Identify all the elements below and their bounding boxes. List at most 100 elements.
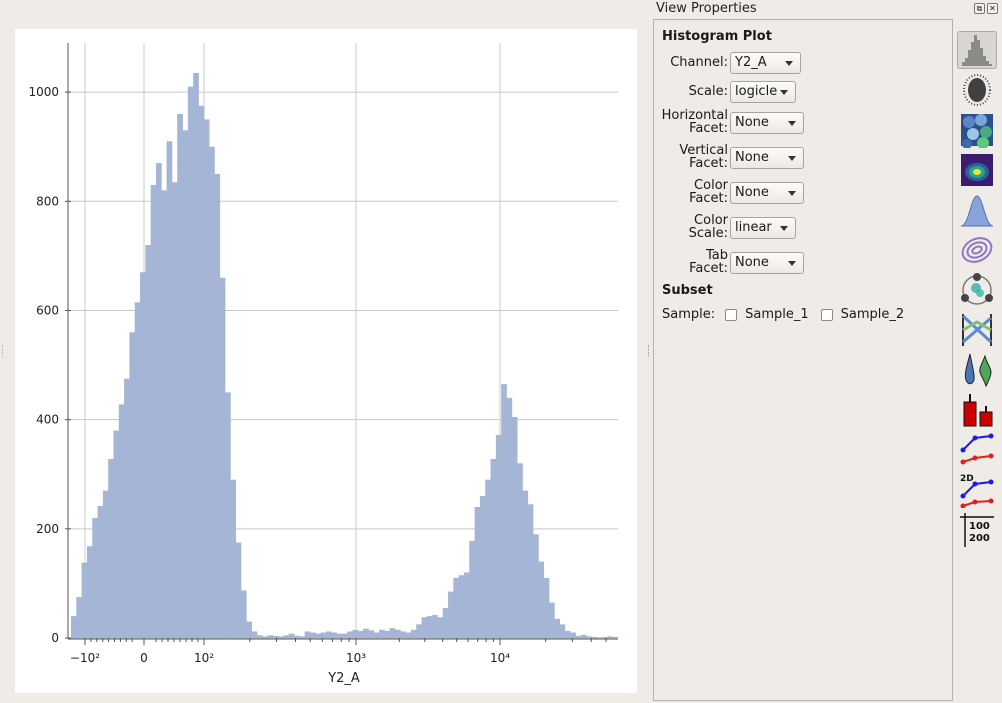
x-tick-label: 10³	[346, 651, 366, 665]
histogram-bar	[394, 629, 401, 638]
bar-chart-tool-button[interactable]	[957, 391, 997, 429]
left-splitter-grip[interactable]	[2, 345, 5, 357]
histogram-bar	[591, 636, 598, 638]
histogram-bar	[379, 629, 385, 638]
sample-1-checkbox[interactable]	[725, 308, 738, 321]
parallel-coordinates-tool-button[interactable]	[957, 311, 997, 349]
histogram-bar	[479, 496, 486, 638]
histogram-bar	[81, 562, 88, 638]
histogram-bar	[145, 244, 152, 638]
color-scale-label: Color Scale:	[688, 213, 728, 241]
histogram-bar	[113, 430, 120, 638]
histogram-bar	[527, 504, 534, 638]
histogram-bar	[384, 630, 391, 638]
histogram-bar	[612, 636, 619, 638]
histogram-bar	[533, 534, 539, 638]
hexbin-tool-button[interactable]	[957, 111, 997, 149]
histogram-bar	[469, 540, 476, 638]
histogram-bar	[86, 546, 93, 638]
table-view-icon: 100 200	[960, 513, 994, 547]
scale-row: Scale: logicle	[654, 80, 954, 106]
axes-layer: 0 200 400 600 800 1000 −10² 0 10² 10³ 10⁴	[28, 43, 618, 665]
color-facet-value: None	[735, 185, 769, 200]
histogram-bar	[607, 636, 614, 638]
histogram-bar	[246, 621, 252, 638]
histogram-plot-heading: Histogram Plot	[662, 29, 772, 44]
vertical-facet-row: Vertical Facet: None	[654, 144, 954, 170]
histogram-bar	[267, 635, 274, 638]
sample-1-label[interactable]: Sample_1	[745, 307, 809, 322]
scale-label: Scale:	[688, 84, 728, 99]
histogram-bar	[352, 629, 359, 638]
stats-1d-tool-button[interactable]	[957, 431, 997, 469]
histogram-bar	[299, 636, 306, 638]
sample-2-checkbox[interactable]	[820, 308, 833, 321]
stats-2d-tag: 2D	[960, 474, 974, 484]
x-axis-label: Y2_A	[327, 671, 360, 686]
horizontal-facet-row: Horizontal Facet: None	[654, 109, 954, 135]
histogram-bar	[177, 113, 183, 638]
color-scale-row: Color Scale: linear	[654, 214, 954, 240]
view-properties-title: View Properties	[656, 1, 757, 16]
histogram-bar	[421, 617, 428, 638]
histogram-bar	[522, 490, 529, 638]
radviz-tool-button[interactable]	[957, 271, 997, 309]
histogram-bar	[288, 633, 295, 638]
horizontal-facet-select[interactable]: None	[730, 112, 804, 134]
kde-2d-tool-button[interactable]	[957, 231, 997, 269]
chevron-down-icon	[788, 191, 796, 196]
table-view-tool-button[interactable]: 100 200	[957, 511, 997, 549]
histogram-bar	[596, 637, 603, 638]
sample-2-label[interactable]: Sample_2	[840, 307, 905, 322]
histogram-bar	[304, 631, 311, 638]
kde-1d-icon	[960, 195, 994, 227]
histogram-bar	[448, 591, 454, 638]
view-properties-panel: Histogram Plot Channel: Y2_A Scale: logi…	[653, 19, 953, 701]
histogram-bar	[336, 633, 343, 638]
histogram-bar	[437, 617, 444, 638]
x-tick-label: 0	[140, 651, 148, 665]
histogram-tool-button[interactable]	[957, 31, 997, 69]
table-value-b: 200	[969, 533, 990, 544]
histogram-bar	[490, 458, 497, 638]
y-tick-label: 0	[51, 631, 59, 645]
stats-2d-tool-button[interactable]: 2D	[957, 471, 997, 509]
histogram-bar	[161, 190, 167, 638]
color-facet-label: Color Facet:	[689, 178, 728, 206]
histogram-bar	[262, 636, 268, 638]
color-scale-select[interactable]: linear	[730, 217, 796, 239]
close-panel-button[interactable]: ✕	[987, 3, 998, 14]
histogram-bar	[209, 146, 215, 638]
table-value-a: 100	[969, 521, 990, 532]
tab-facet-row: Tab Facet: None	[654, 249, 954, 275]
histogram-bar	[320, 632, 327, 638]
color-facet-select[interactable]: None	[730, 182, 804, 204]
histogram-bar	[166, 141, 173, 638]
y-tick-label: 600	[36, 303, 59, 317]
float-panel-button[interactable]: ⧉	[974, 3, 985, 14]
dock-splitter-grip[interactable]	[648, 345, 652, 357]
histogram-bar	[517, 463, 523, 638]
horizontal-facet-value: None	[735, 115, 769, 130]
histogram-bar	[426, 616, 433, 638]
scatterplot-tool-button[interactable]	[957, 71, 997, 109]
vertical-facet-label: Vertical Facet:	[679, 143, 728, 171]
histogram-bar	[357, 630, 364, 638]
channel-select[interactable]: Y2_A	[730, 52, 801, 74]
scale-select[interactable]: logicle	[730, 81, 796, 103]
histogram-bar	[453, 577, 460, 638]
chevron-down-icon	[788, 261, 796, 266]
violin-tool-button[interactable]	[957, 351, 997, 389]
chevron-down-icon	[788, 156, 796, 161]
histogram-bar	[102, 490, 109, 638]
scatterplot-icon	[963, 74, 991, 106]
histogram-bar	[230, 479, 237, 638]
histogram-bar	[543, 577, 550, 638]
histogram-bar	[331, 632, 337, 638]
histogram-bar	[347, 631, 353, 638]
tab-facet-select[interactable]: None	[730, 252, 804, 274]
kde-1d-tool-button[interactable]	[957, 191, 997, 229]
vertical-facet-select[interactable]: None	[730, 147, 804, 169]
density-2d-tool-button[interactable]	[957, 151, 997, 189]
hexbin-icon	[961, 114, 993, 148]
